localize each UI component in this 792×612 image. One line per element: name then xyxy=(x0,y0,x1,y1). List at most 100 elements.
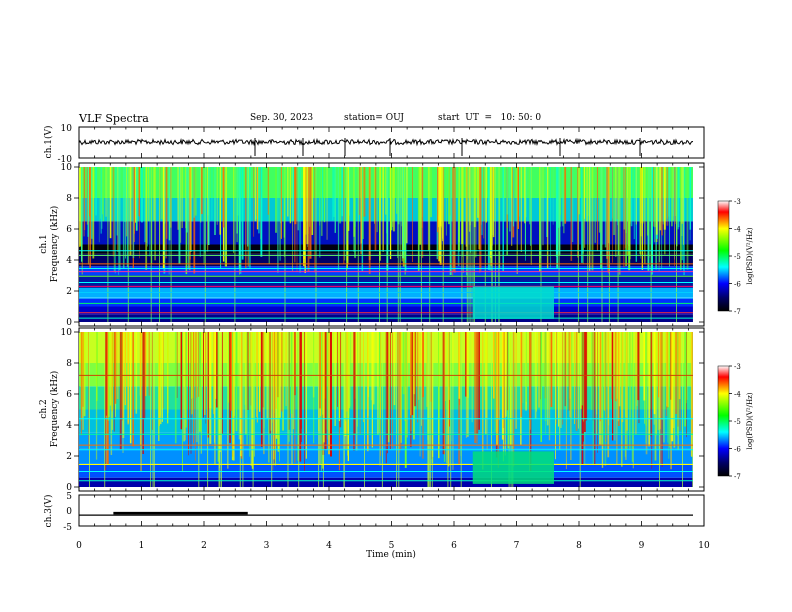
sferic-streak xyxy=(513,167,515,227)
sferic-streak xyxy=(275,167,277,233)
sferic-streak xyxy=(472,167,474,322)
sferic-streak xyxy=(442,167,443,242)
sferic-streak xyxy=(308,167,309,234)
freq-tick-label: 8 xyxy=(66,359,72,369)
sferic-streak xyxy=(511,167,513,246)
sferic-streak xyxy=(683,167,684,245)
sferic-streak xyxy=(502,167,504,272)
colorbar-tick-label: -4 xyxy=(734,391,741,399)
sferic-streak xyxy=(404,332,406,422)
sferic-streak xyxy=(558,332,559,427)
sferic-streak xyxy=(642,167,644,224)
freq-tick-label: 4 xyxy=(66,421,72,431)
sferic-streak xyxy=(614,332,616,441)
sferic-streak xyxy=(86,167,88,225)
sferic-streak xyxy=(277,332,279,398)
ch1-freq-ticks: 0 2 4 6 8 10 xyxy=(61,163,704,328)
sferic-streak xyxy=(287,167,289,217)
sferic-streak xyxy=(194,167,197,216)
time-tick-label: 6 xyxy=(451,541,457,551)
sferic-streak xyxy=(398,332,401,453)
sferic-streak xyxy=(498,332,500,421)
ch3-signal-panel: 5 0 -5 ch.3(V) xyxy=(43,492,705,533)
sferic-streak xyxy=(673,167,675,217)
sferic-streak xyxy=(485,332,487,435)
sferic-streak xyxy=(200,332,202,454)
sferic-streak xyxy=(142,332,144,454)
sferic-streak xyxy=(160,167,163,220)
sferic-streak xyxy=(616,167,618,220)
sferic-streak xyxy=(217,332,219,462)
sferic-streak xyxy=(149,167,151,257)
sferic-streak xyxy=(477,167,479,218)
sferic-streak xyxy=(525,332,527,402)
sferic-streak xyxy=(150,332,152,487)
sferic-streak xyxy=(385,332,387,464)
sferic-streak xyxy=(332,167,334,221)
sferic-streak xyxy=(666,332,668,407)
sferic-streak xyxy=(239,332,241,487)
sferic-streak xyxy=(95,332,98,460)
sferic-streak xyxy=(152,332,154,487)
sferic-streak xyxy=(116,167,118,236)
colorbar-tick-label: -6 xyxy=(734,281,741,289)
sferic-streak xyxy=(129,332,132,444)
sferic-streak xyxy=(617,332,619,422)
sferic-streak xyxy=(229,332,231,443)
sferic-streak xyxy=(399,167,401,322)
sferic-streak xyxy=(138,167,140,217)
ch3-ytick-bottom: -5 xyxy=(63,523,72,533)
sferic-streak xyxy=(282,332,284,431)
sferic-streak xyxy=(627,167,629,256)
sferic-streak xyxy=(494,332,496,422)
sferic-streak xyxy=(363,332,364,423)
sferic-streak xyxy=(604,332,607,466)
sferic-streak xyxy=(431,332,433,487)
ch3-ytick-mid: 0 xyxy=(66,507,72,517)
sferic-streak xyxy=(479,167,481,273)
sferic-streak xyxy=(389,332,391,450)
sferic-streak xyxy=(227,332,229,469)
sferic-streak xyxy=(631,332,634,463)
sferic-streak xyxy=(487,167,490,270)
sferic-streak xyxy=(548,332,551,441)
sferic-streak xyxy=(497,332,499,468)
sferic-streak xyxy=(185,167,188,233)
sferic-streak xyxy=(127,332,130,425)
sferic-streak xyxy=(145,167,148,270)
sferic-streak xyxy=(475,167,477,258)
sferic-streak xyxy=(676,332,678,436)
sferic-streak xyxy=(661,332,663,420)
sferic-streak xyxy=(552,167,554,225)
sferic-streak xyxy=(530,167,532,246)
sferic-streak xyxy=(438,167,441,262)
sferic-streak xyxy=(208,167,210,245)
sferic-streak xyxy=(114,167,116,274)
time-tick-label: 4 xyxy=(326,541,332,551)
sferic-streak xyxy=(333,167,335,217)
sferic-streak xyxy=(165,167,168,239)
sferic-streak xyxy=(304,167,306,273)
sferic-streak xyxy=(119,332,122,450)
sferic-streak xyxy=(361,167,364,272)
sferic-streak xyxy=(213,332,215,415)
sferic-streak xyxy=(397,167,399,322)
sferic-streak xyxy=(629,167,631,260)
sferic-streak xyxy=(79,167,81,247)
sferic-streak xyxy=(491,332,492,487)
sferic-streak xyxy=(641,167,643,270)
sferic-streak xyxy=(669,332,671,448)
freq-tick-label: 6 xyxy=(66,225,72,235)
time-tick-label: 8 xyxy=(576,541,582,551)
sferic-streak xyxy=(125,167,126,259)
sferic-streak xyxy=(598,167,601,233)
sferic-streak xyxy=(645,332,647,444)
ch1-trace xyxy=(78,137,694,156)
colorbar-2-label: log(PSD)(V²/Hz) xyxy=(746,392,754,449)
sferic-streak xyxy=(471,332,473,423)
sferic-streak xyxy=(148,167,150,222)
spectrogram-band xyxy=(79,244,693,254)
sferic-streak xyxy=(411,332,414,416)
